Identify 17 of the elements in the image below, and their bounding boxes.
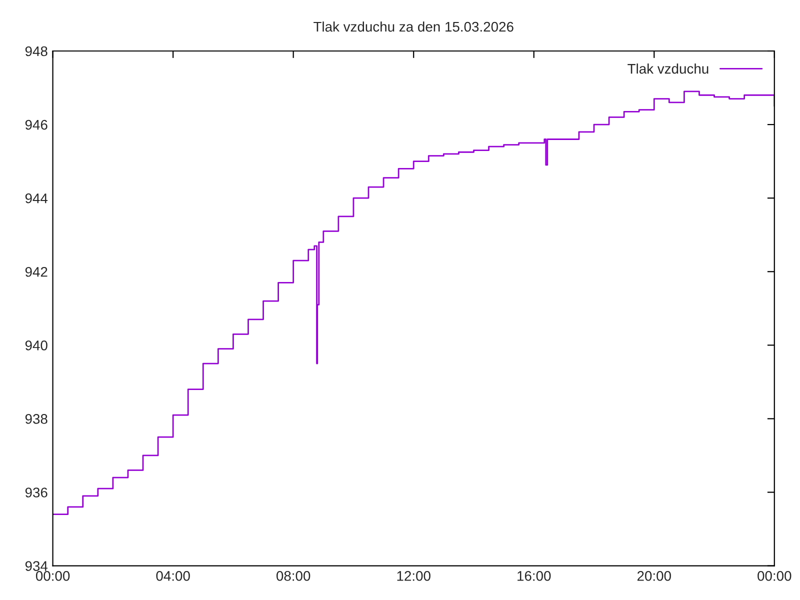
x-tick-label: 00:00	[36, 571, 70, 581]
y-tick-label: 940	[25, 340, 48, 350]
chart-title: Tlak vzduchu za den 15.03.2026	[314, 21, 514, 32]
x-tick-label: 00:00	[758, 571, 792, 581]
x-tick-label: 16:00	[518, 571, 551, 581]
y-tick-label: 942	[25, 266, 48, 277]
legend-label: Tlak vzduchu	[628, 64, 708, 74]
y-tick-label: 936	[25, 488, 48, 498]
y-tick-label: 938	[25, 414, 48, 424]
y-tick-label: 946	[25, 120, 48, 130]
x-tick-label: 20:00	[637, 571, 671, 581]
y-tick-label: 934	[25, 561, 48, 571]
y-tick-label: 944	[25, 193, 48, 204]
y-tick-label: 948	[25, 46, 48, 56]
x-tick-label: 04:00	[156, 571, 190, 581]
x-tick-label: 12:00	[397, 571, 430, 581]
x-tick-label: 08:00	[276, 571, 310, 581]
